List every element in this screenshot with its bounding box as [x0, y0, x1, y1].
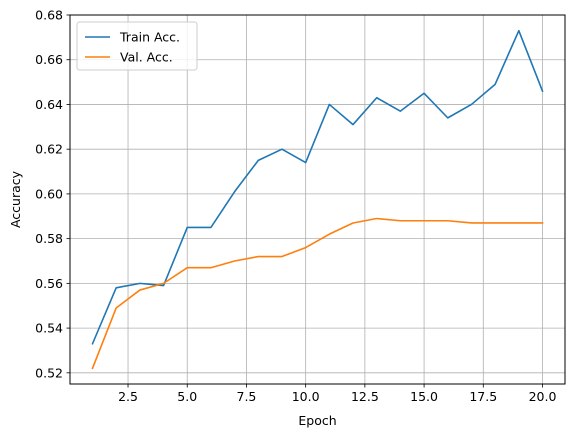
grid	[70, 14, 565, 384]
plot-frame	[69, 14, 566, 385]
x-tick-label: 5.0	[177, 389, 197, 404]
y-tick-label: 0.64	[35, 97, 63, 112]
x-tick-label: 10.0	[292, 389, 320, 404]
legend: Train Acc. Val. Acc.	[76, 21, 198, 71]
x-tick-label: 15.0	[410, 389, 438, 404]
y-tick-label: 0.56	[35, 276, 63, 291]
legend-box	[76, 21, 198, 71]
x-tick-label: 7.5	[237, 389, 257, 404]
x-tick-label: 17.5	[469, 389, 497, 404]
x-axis-ticks: 2.5 5.0 7.5 10.0 12.5 15.0 17.5 20.0	[118, 384, 556, 404]
y-tick-label: 0.58	[35, 231, 63, 246]
legend-label: Train Acc.	[119, 30, 180, 45]
y-axis-label: Accuracy	[8, 170, 23, 228]
x-axis-label: Epoch	[298, 413, 336, 428]
x-tick-label: 2.5	[118, 389, 138, 404]
x-tick-label: 20.0	[529, 389, 557, 404]
y-tick-label: 0.60	[35, 186, 63, 201]
y-tick-label: 0.68	[35, 8, 63, 23]
y-tick-label: 0.54	[35, 321, 63, 336]
series-lines	[91, 29, 544, 370]
x-tick-label: 12.5	[351, 389, 379, 404]
series-line-1	[91, 29, 544, 345]
y-axis-ticks: 0.52 0.54 0.56 0.58 0.60 0.62 0.64 0.66 0.68	[35, 8, 70, 380]
legend-label: Val. Acc.	[120, 50, 173, 65]
series-line-2	[91, 217, 544, 370]
y-tick-label: 0.62	[35, 142, 63, 157]
y-tick-label: 0.66	[35, 52, 63, 67]
y-tick-label: 0.52	[35, 365, 63, 380]
